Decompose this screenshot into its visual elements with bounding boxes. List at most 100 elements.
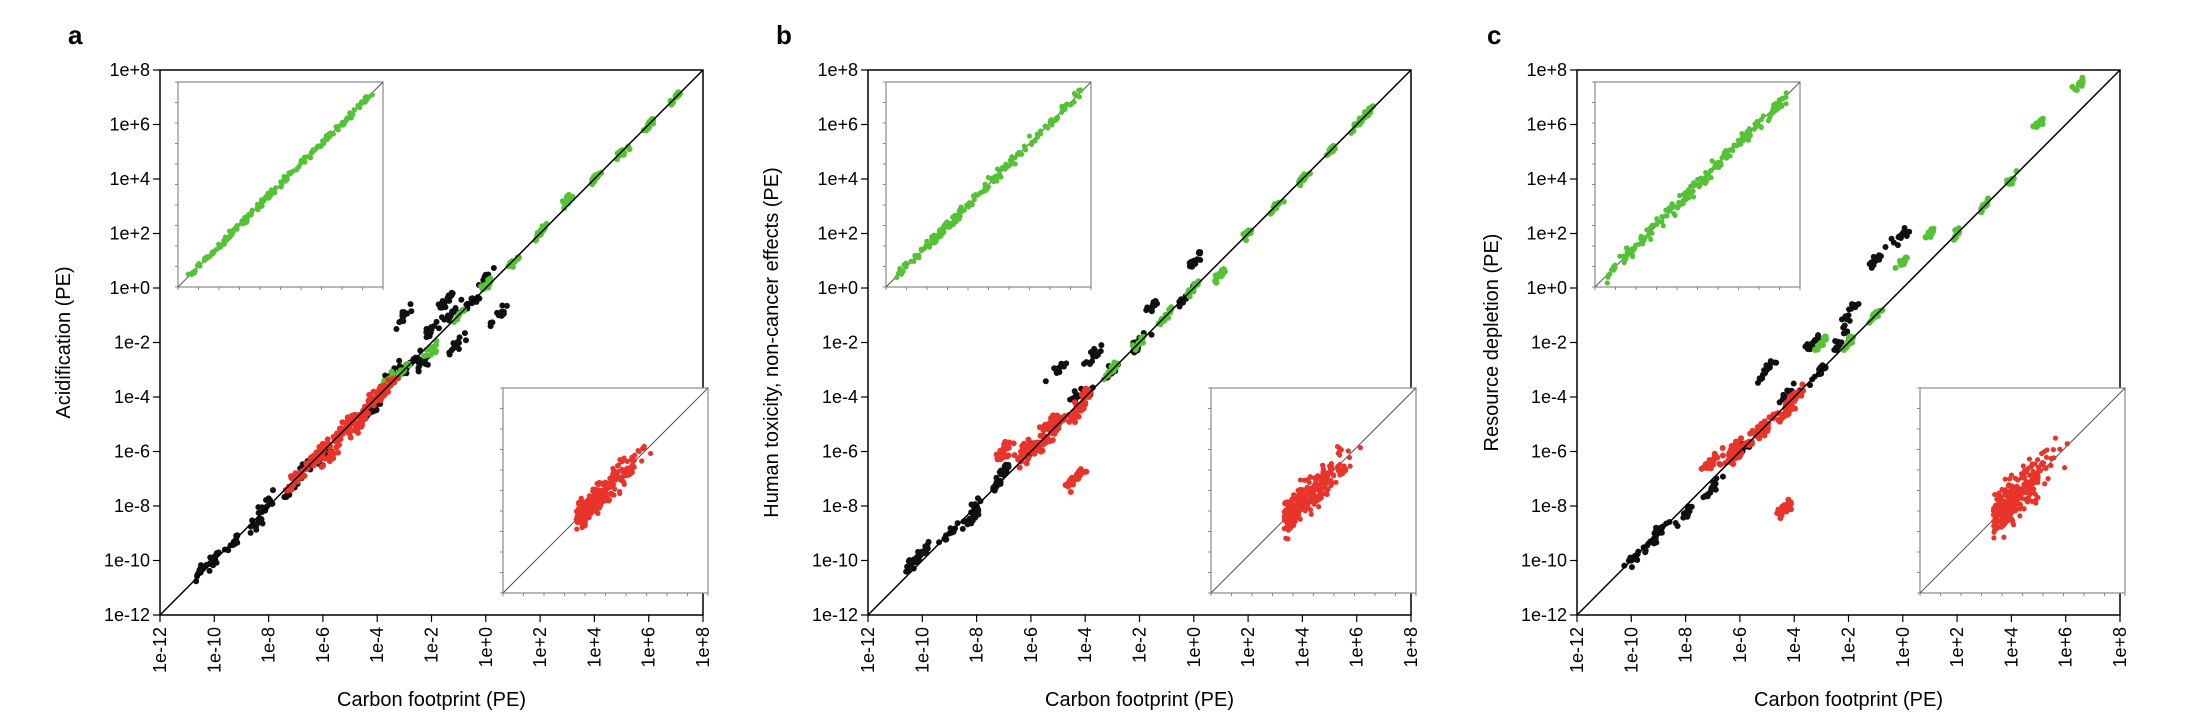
inset-point (1670, 204, 1677, 210)
y-tick-label: 1e+2 (109, 224, 150, 244)
y-tick-label: 1e-8 (114, 496, 150, 516)
inset-point (1345, 448, 1351, 454)
x-tick-label: 1e-12 (858, 627, 878, 673)
data-point (1731, 455, 1738, 462)
inset-red (1208, 387, 1417, 596)
y-tick-label: 1e+4 (109, 169, 150, 189)
data-point (1855, 301, 1862, 308)
data-point (1815, 371, 1822, 378)
panel-b: b 1e-12 1e-10 1e-8 1e-6 1e-4 1e-2 1e+0 1e+2 1e+4 1… (761, 20, 1421, 711)
inset-point (2033, 497, 2039, 503)
x-tick-label: 1e+2 (530, 627, 550, 668)
data-point (1073, 413, 1080, 420)
inset-point (594, 509, 600, 515)
inset-point (924, 238, 930, 244)
data-point (328, 451, 335, 458)
inset-point (1992, 525, 1998, 531)
inset-point (1357, 445, 1364, 451)
data-point (1074, 475, 1081, 482)
data-point (1755, 426, 1762, 433)
inset-point (1659, 213, 1665, 220)
data-point (974, 495, 981, 502)
inset-point (608, 490, 614, 497)
inset-point (1325, 486, 1331, 492)
data-point (1901, 224, 1908, 231)
inset-point (1297, 516, 1303, 522)
data-point (324, 436, 331, 443)
data-point (336, 441, 343, 448)
data-point (1000, 467, 1007, 474)
data-point (1196, 249, 1203, 256)
inset-point (2002, 509, 2008, 515)
data-point (442, 304, 449, 311)
inset-point (1347, 463, 1353, 469)
data-point (1074, 394, 1081, 400)
data-point (1143, 307, 1150, 314)
data-point (1040, 440, 1047, 447)
inset-point (1735, 142, 1741, 148)
inset-point (1325, 479, 1331, 485)
data-point (355, 421, 362, 428)
data-point (1674, 522, 1681, 529)
inset-point (2009, 517, 2016, 524)
inset-point (1783, 90, 1789, 96)
inset-point (222, 238, 228, 244)
data-point (345, 429, 352, 436)
inset-point (1641, 235, 1648, 241)
y-tick-label: 1e+8 (109, 60, 150, 80)
x-tick-label: 1e+0 (476, 627, 496, 668)
data-point (428, 326, 435, 333)
y-tick-label: 1e+8 (817, 60, 858, 80)
x-tick-label: 1e-6 (313, 627, 333, 663)
inset-point (940, 228, 947, 234)
y-tick-label: 1e+2 (1526, 224, 1567, 244)
inset-point (2000, 523, 2006, 529)
inset-point (950, 214, 956, 220)
data-point (1090, 353, 1097, 360)
inset-point (1297, 486, 1303, 492)
inset-point (2044, 447, 2050, 453)
data-point (408, 308, 415, 315)
data-point (396, 319, 403, 326)
inset-point (336, 123, 342, 129)
data-point (1037, 448, 1044, 455)
data-point (420, 358, 427, 365)
inset-point (1319, 462, 1326, 468)
inset-point (1648, 236, 1654, 243)
data-point (320, 442, 327, 449)
data-point (1104, 372, 1111, 379)
data-point (206, 567, 213, 574)
inset-point (2042, 465, 2048, 471)
data-point (1186, 293, 1193, 300)
inset-point (1746, 133, 1752, 139)
x-tick-label: 1e+0 (1184, 627, 1204, 668)
data-point (331, 438, 338, 445)
data-point (1006, 439, 1013, 446)
data-point (1042, 378, 1049, 385)
y-tick-label: 1e-2 (114, 333, 150, 353)
inset-point (596, 505, 602, 511)
data-point (1758, 420, 1765, 427)
data-point (1837, 339, 1844, 346)
inset-point (1696, 184, 1702, 190)
y-tick-label: 1e-12 (1521, 605, 1567, 625)
data-point (1790, 380, 1797, 387)
inset-point (230, 229, 236, 235)
data-point (1042, 421, 1049, 428)
inset-point (1776, 99, 1782, 105)
data-point (393, 326, 400, 333)
inset-point (1685, 190, 1691, 196)
inset-point (341, 119, 347, 125)
inset-point (1772, 106, 1779, 112)
reference-line (1576, 69, 2121, 616)
inset-point (1646, 230, 1653, 236)
inset-point (1308, 497, 1314, 503)
inset-point (2050, 447, 2057, 453)
inset-point (615, 468, 621, 475)
inset-point (967, 201, 973, 207)
x-tick-label: 1e+0 (1893, 627, 1913, 668)
inset-point (1316, 504, 1322, 510)
inset-point (2041, 460, 2047, 466)
data-point (318, 463, 325, 470)
data-point (1783, 408, 1790, 415)
